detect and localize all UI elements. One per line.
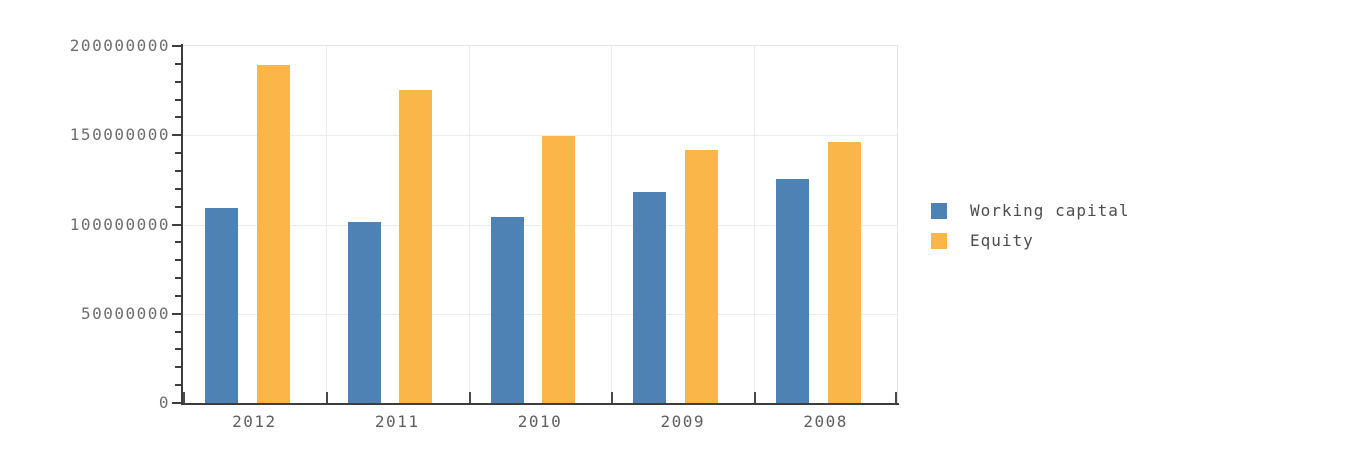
bar-working-capital-2012 xyxy=(205,207,238,403)
gridline-vertical xyxy=(611,46,613,403)
y-tick-major xyxy=(172,134,181,137)
legend-swatch-equity-icon xyxy=(931,233,947,249)
bar-equity-2011 xyxy=(399,89,433,403)
legend-item-equity[interactable]: Equity xyxy=(931,233,1130,249)
y-tick-minor xyxy=(175,116,181,119)
plot-border-right xyxy=(897,45,898,404)
y-axis-label: 150000000 xyxy=(69,125,170,145)
bar-equity-2012 xyxy=(256,64,290,403)
y-tick-minor xyxy=(175,169,181,172)
y-tick-major xyxy=(172,312,181,315)
x-tick xyxy=(895,392,897,403)
bar-working-capital-2009 xyxy=(633,191,667,403)
x-axis-label-2012: 2012 xyxy=(232,412,277,431)
x-tick xyxy=(183,392,185,403)
y-tick-minor xyxy=(175,294,181,297)
legend-label-equity: Equity xyxy=(970,231,1034,250)
y-tick-minor xyxy=(175,152,181,155)
legend-swatch-working-capital-icon xyxy=(931,203,947,219)
y-tick-minor xyxy=(175,330,181,333)
y-tick-minor xyxy=(175,259,181,262)
y-tick-major xyxy=(172,45,181,47)
x-axis-label-2008: 2008 xyxy=(803,412,848,431)
x-tick xyxy=(611,392,614,403)
y-tick-minor xyxy=(175,366,181,369)
x-tick xyxy=(468,392,471,403)
legend: Working capital Equity xyxy=(931,203,1130,263)
gridline-vertical xyxy=(754,46,756,403)
y-tick-minor xyxy=(175,62,181,65)
y-tick-minor xyxy=(175,205,181,208)
y-axis-label: 200000000 xyxy=(69,36,170,55)
gridline-vertical xyxy=(468,46,470,403)
bar-equity-2009 xyxy=(684,149,718,403)
y-tick-minor xyxy=(175,80,181,83)
x-axis-line xyxy=(181,403,899,405)
y-tick-minor xyxy=(175,348,181,351)
y-tick-major xyxy=(172,402,181,404)
y-axis-label: 0 xyxy=(158,393,170,412)
bar-equity-2008 xyxy=(827,142,861,403)
gridline-horizontal xyxy=(183,135,897,137)
legend-label-working-capital: Working capital xyxy=(970,201,1130,220)
y-axis-label: 50000000 xyxy=(80,303,170,323)
x-tick xyxy=(325,392,328,403)
y-tick-minor xyxy=(175,241,181,244)
plot-border-top xyxy=(183,45,898,46)
x-axis-label-2010: 2010 xyxy=(517,412,563,431)
y-tick-minor xyxy=(175,384,181,387)
legend-item-working-capital[interactable]: Working capital xyxy=(931,203,1130,219)
bar-equity-2010 xyxy=(542,136,576,403)
y-axis-label: 100000000 xyxy=(69,214,170,234)
gridline-vertical xyxy=(325,46,327,403)
y-tick-minor xyxy=(175,98,181,101)
y-tick-major xyxy=(172,223,181,226)
x-tick xyxy=(754,392,757,403)
gridline-horizontal xyxy=(183,224,897,226)
y-tick-minor xyxy=(175,187,181,190)
y-tick-minor xyxy=(175,277,181,280)
bar-working-capital-2008 xyxy=(776,179,810,403)
x-axis-label-2009: 2009 xyxy=(660,412,706,431)
bar-working-capital-2010 xyxy=(490,217,524,403)
x-axis-label-2011: 2011 xyxy=(374,412,420,431)
bar-working-capital-2011 xyxy=(347,221,381,403)
y-axis-line xyxy=(181,44,183,405)
plot-area xyxy=(183,46,897,403)
gridline-horizontal xyxy=(183,313,897,315)
